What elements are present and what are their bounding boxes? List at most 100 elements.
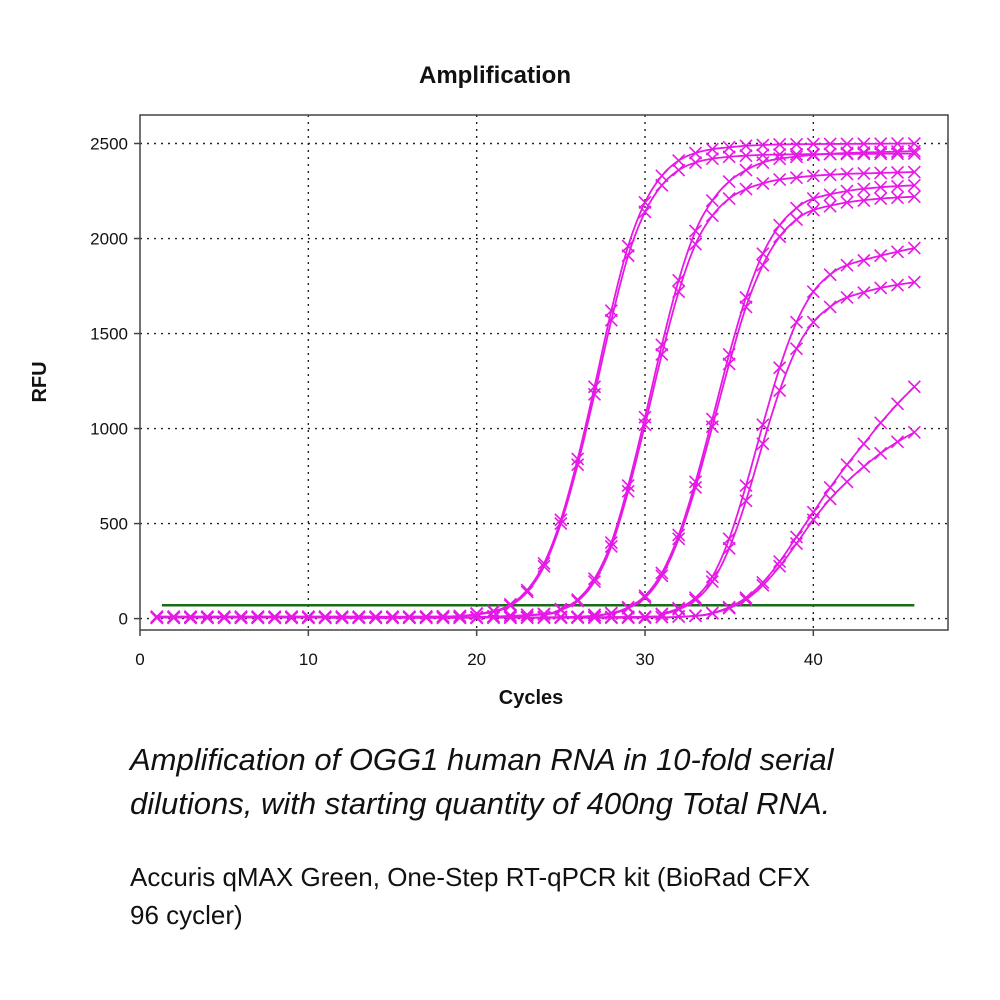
data-point-marker bbox=[705, 152, 719, 166]
series-group bbox=[150, 136, 921, 625]
data-point-marker bbox=[672, 609, 686, 624]
data-point-marker bbox=[705, 606, 719, 620]
data-point-marker bbox=[789, 212, 804, 227]
series-line bbox=[156, 195, 915, 619]
y-tick-label: 1000 bbox=[90, 420, 128, 439]
data-point-marker bbox=[705, 193, 719, 208]
data-point-marker bbox=[268, 611, 282, 625]
x-tick-label: 40 bbox=[804, 650, 823, 669]
data-point-marker bbox=[823, 480, 837, 495]
data-point-marker bbox=[739, 300, 753, 314]
data-point-marker bbox=[655, 178, 669, 192]
data-point-marker bbox=[874, 180, 888, 194]
data-point-marker bbox=[907, 178, 921, 192]
data-point-marker bbox=[722, 192, 736, 206]
data-point-marker bbox=[857, 166, 871, 181]
data-point-marker bbox=[907, 275, 921, 289]
data-point-marker bbox=[874, 281, 888, 295]
data-point-marker bbox=[823, 300, 837, 314]
data-point-marker bbox=[823, 268, 837, 282]
series-line bbox=[156, 431, 915, 619]
data-point-marker bbox=[789, 150, 804, 164]
data-point-marker bbox=[722, 532, 736, 546]
data-point-marker bbox=[604, 539, 618, 553]
data-point-marker bbox=[907, 241, 921, 255]
data-point-marker bbox=[840, 184, 854, 198]
data-point-marker bbox=[907, 165, 921, 179]
data-point-marker bbox=[773, 137, 787, 152]
series-line bbox=[156, 184, 915, 619]
data-point-marker bbox=[722, 174, 736, 189]
data-point-marker bbox=[722, 150, 736, 164]
data-point-marker bbox=[773, 361, 787, 375]
data-point-marker bbox=[587, 387, 602, 401]
data-point-marker bbox=[150, 611, 164, 625]
data-point-marker bbox=[857, 460, 871, 474]
data-point-marker bbox=[874, 192, 888, 206]
data-point-marker bbox=[823, 147, 837, 161]
data-point-marker bbox=[857, 253, 871, 267]
data-point-marker bbox=[722, 601, 736, 615]
data-point-marker bbox=[756, 437, 770, 451]
data-point-marker bbox=[857, 437, 871, 451]
data-point-marker bbox=[688, 593, 703, 607]
data-point-marker bbox=[520, 611, 534, 625]
data-point-marker bbox=[756, 575, 770, 590]
data-point-marker bbox=[655, 610, 669, 624]
data-point-marker bbox=[554, 517, 568, 531]
data-point-marker bbox=[756, 258, 770, 272]
data-point-marker bbox=[806, 513, 820, 527]
data-point-marker bbox=[874, 147, 888, 161]
data-point-marker bbox=[874, 446, 888, 460]
data-point-marker bbox=[251, 611, 265, 625]
data-point-marker bbox=[857, 147, 871, 161]
data-point-marker bbox=[890, 145, 905, 159]
data-point-marker bbox=[655, 607, 669, 621]
data-point-marker bbox=[806, 169, 820, 183]
data-point-marker bbox=[823, 492, 837, 506]
data-point-marker bbox=[672, 532, 686, 546]
data-point-marker bbox=[773, 555, 787, 569]
data-point-marker bbox=[655, 347, 669, 362]
kit-note: Accuris qMAX Green, One-Step RT-qPCR kit… bbox=[130, 858, 980, 934]
series-8 bbox=[150, 275, 921, 625]
data-point-marker bbox=[773, 383, 787, 398]
data-point-marker bbox=[672, 528, 686, 542]
data-point-marker bbox=[722, 541, 736, 555]
data-point-marker bbox=[840, 167, 854, 181]
data-point-marker bbox=[537, 559, 551, 573]
x-tick-label: 30 bbox=[636, 650, 655, 669]
data-point-marker bbox=[773, 218, 787, 232]
data-point-marker bbox=[806, 137, 820, 151]
data-point-marker bbox=[167, 611, 181, 625]
data-point-marker bbox=[722, 140, 736, 154]
series-6 bbox=[150, 190, 921, 625]
data-point-marker bbox=[789, 147, 804, 161]
data-point-marker bbox=[773, 559, 787, 573]
series-3 bbox=[150, 144, 921, 625]
data-point-marker bbox=[369, 611, 383, 625]
series-5 bbox=[150, 178, 921, 625]
data-point-marker bbox=[806, 203, 820, 217]
data-point-marker bbox=[874, 416, 888, 430]
data-point-marker bbox=[907, 144, 921, 158]
data-point-marker bbox=[756, 176, 770, 190]
data-point-marker bbox=[739, 163, 753, 177]
data-point-marker bbox=[789, 530, 804, 544]
data-point-marker bbox=[907, 190, 921, 204]
data-point-marker bbox=[621, 479, 635, 493]
data-point-marker bbox=[587, 574, 602, 589]
figure-caption: Amplification of OGG1 human RNA in 10-fo… bbox=[130, 738, 980, 826]
plot-area-border bbox=[139, 114, 949, 631]
data-point-marker bbox=[907, 425, 921, 439]
data-point-marker bbox=[789, 171, 804, 185]
data-point-marker bbox=[722, 357, 736, 371]
data-point-marker bbox=[840, 475, 854, 489]
data-point-marker bbox=[739, 593, 753, 607]
data-point-marker bbox=[604, 313, 618, 327]
x-tick-label: 20 bbox=[467, 650, 486, 669]
data-point-marker bbox=[537, 611, 551, 625]
data-point-marker bbox=[773, 152, 787, 166]
data-point-marker bbox=[672, 154, 686, 168]
x-tick-labels: 0 10 20 30 40 bbox=[135, 630, 823, 669]
